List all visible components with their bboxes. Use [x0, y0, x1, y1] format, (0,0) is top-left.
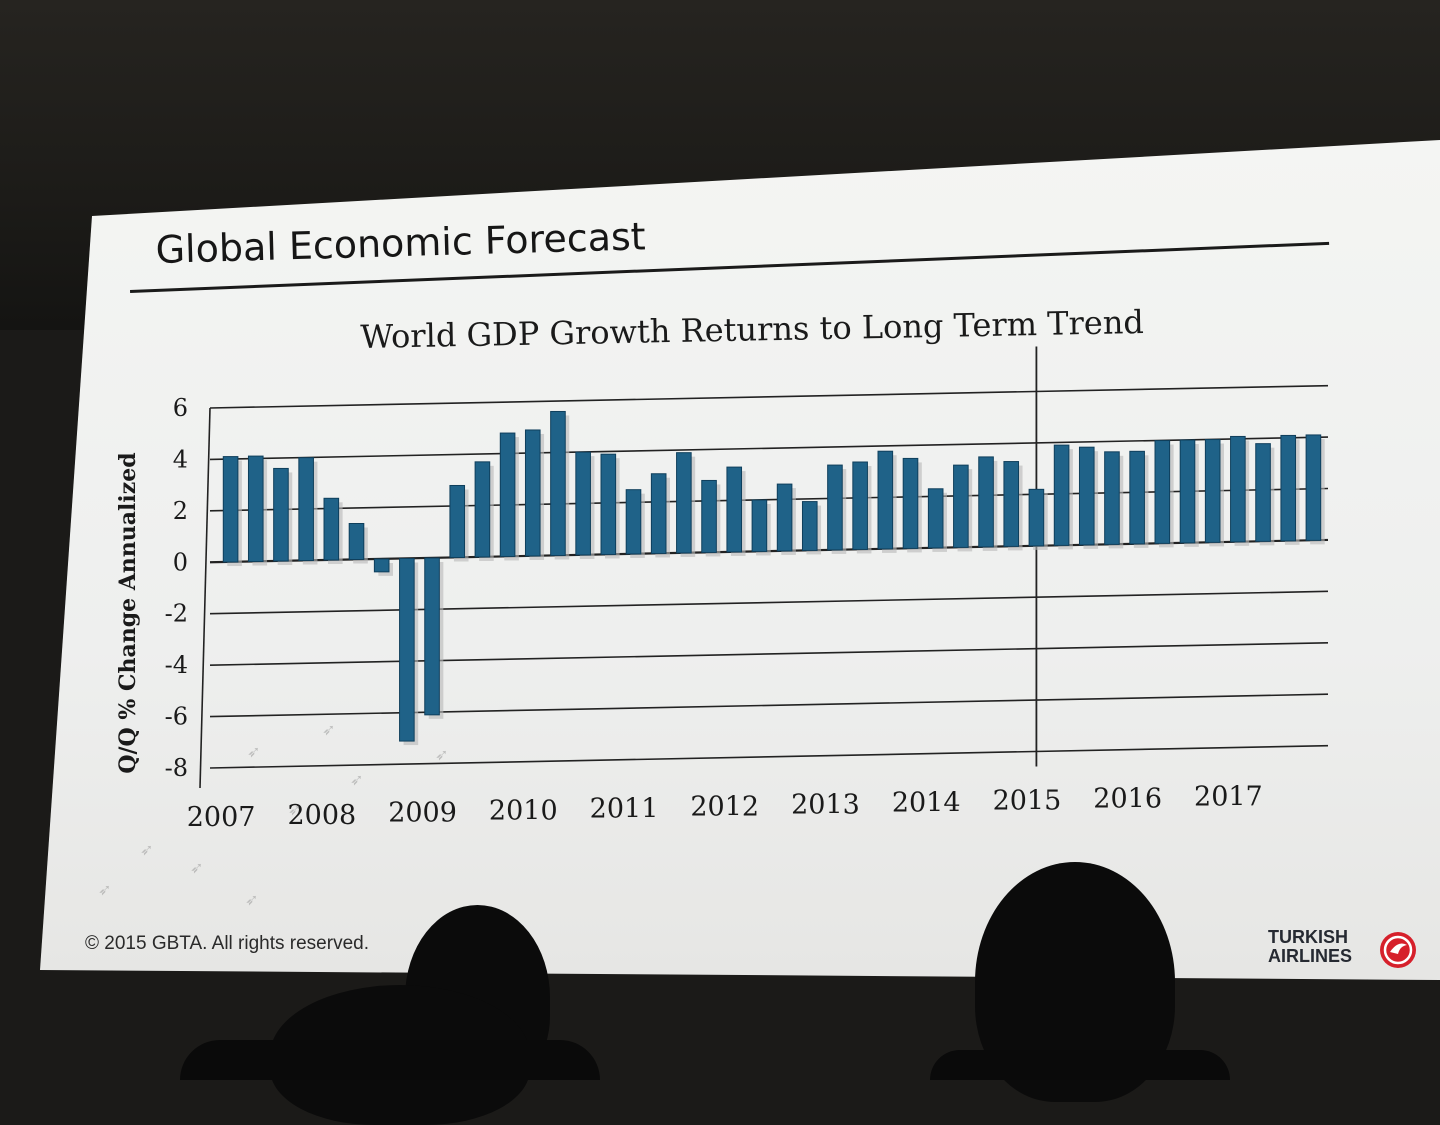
- bar: [1003, 461, 1020, 547]
- turkish-airlines-bird-icon: [1380, 932, 1416, 968]
- bird-decoration-icon: ➶: [288, 802, 302, 819]
- bar: [1154, 440, 1171, 544]
- bird-decoration-icon: ➶: [245, 892, 259, 909]
- bar: [852, 461, 868, 550]
- bar: [902, 457, 919, 549]
- bar: [247, 455, 264, 563]
- y-tick-label: 4: [173, 445, 188, 473]
- bar: [373, 558, 390, 573]
- x-tick-label: 2015: [993, 786, 1062, 817]
- bird-decoration-icon: ➶: [350, 772, 364, 789]
- turkish-airlines-logo: TURKISH AIRLINES: [1268, 927, 1416, 972]
- x-tick-label: 2007: [187, 802, 256, 833]
- bar: [801, 501, 818, 551]
- bar: [877, 450, 894, 550]
- bar: [524, 429, 541, 557]
- y-axis: [199, 407, 211, 789]
- bar: [726, 466, 743, 553]
- x-tick-label: 2011: [590, 794, 659, 825]
- bar: [222, 456, 239, 563]
- y-tick-label: -4: [165, 651, 188, 679]
- bar: [273, 467, 289, 562]
- x-tick-label: 2009: [388, 798, 457, 829]
- bar: [1129, 450, 1145, 545]
- y-tick-label: 2: [173, 497, 188, 525]
- copyright-notice: © 2015 GBTA. All rights reserved.: [85, 933, 369, 954]
- gridline: [209, 744, 1329, 769]
- bar: [701, 479, 717, 553]
- x-tick-label: 2014: [892, 788, 961, 819]
- bar: [978, 456, 994, 548]
- bird-decoration-icon: ➶: [435, 747, 449, 764]
- bar: [1255, 443, 1271, 542]
- bar: [1053, 444, 1070, 546]
- bird-decoration-icon: ➶: [140, 842, 154, 859]
- y-tick-label: 6: [173, 394, 188, 422]
- bar: [1305, 434, 1322, 541]
- bar: [1028, 488, 1045, 547]
- bar: [1204, 439, 1221, 543]
- audience-shoulders: [930, 1050, 1230, 1080]
- y-tick-label: 0: [173, 548, 188, 576]
- bar: [1280, 434, 1297, 542]
- bar: [827, 464, 843, 551]
- x-tick-label: 2008: [287, 800, 356, 831]
- gridline: [209, 590, 1329, 615]
- bird-decoration-icon: ➶: [190, 860, 204, 877]
- x-tick-label: 2017: [1194, 782, 1263, 813]
- x-tick-label: 2012: [690, 792, 759, 823]
- bird-decoration-icon: ➶: [322, 722, 336, 739]
- bar: [650, 473, 667, 554]
- bird-decoration-icon: ➶: [98, 882, 112, 899]
- bar: [449, 484, 466, 558]
- bar: [1078, 446, 1095, 546]
- bar: [399, 557, 415, 742]
- bar: [323, 497, 340, 561]
- bar: [298, 457, 314, 562]
- gridline: [209, 384, 1329, 409]
- x-tick-label: 2010: [489, 796, 558, 827]
- y-tick-label: -8: [165, 754, 188, 782]
- logo-text: TURKISH AIRLINES: [1268, 927, 1353, 966]
- bar: [474, 461, 491, 558]
- bar: [600, 453, 617, 555]
- gridline: [209, 436, 1329, 461]
- bar: [550, 410, 566, 556]
- bird-decoration-icon: ➶: [247, 744, 261, 761]
- bar: [751, 499, 768, 552]
- bar: [1230, 435, 1246, 543]
- bar: [1104, 451, 1120, 545]
- bar: [776, 483, 793, 552]
- bar: [676, 452, 692, 554]
- bar: [499, 432, 516, 557]
- gridline: [209, 693, 1329, 718]
- x-tick-label: 2016: [1093, 784, 1162, 815]
- bar: [953, 464, 969, 548]
- bar: [424, 557, 440, 716]
- gridline: [209, 641, 1329, 666]
- bar: [348, 523, 365, 561]
- bar: [575, 451, 591, 556]
- bar: [625, 489, 642, 555]
- x-tick-label: 2013: [791, 790, 860, 821]
- y-tick-label: -2: [165, 600, 188, 628]
- y-tick-label: -6: [165, 703, 188, 731]
- bar: [1179, 439, 1196, 544]
- bar: [927, 488, 944, 549]
- gdp-bar-chart: 6 4 2 0 -2 -4 -6 -8 2007 2008 2009 2010 2011 2012 2013…: [165, 384, 1329, 833]
- audience-shoulders: [180, 1040, 600, 1080]
